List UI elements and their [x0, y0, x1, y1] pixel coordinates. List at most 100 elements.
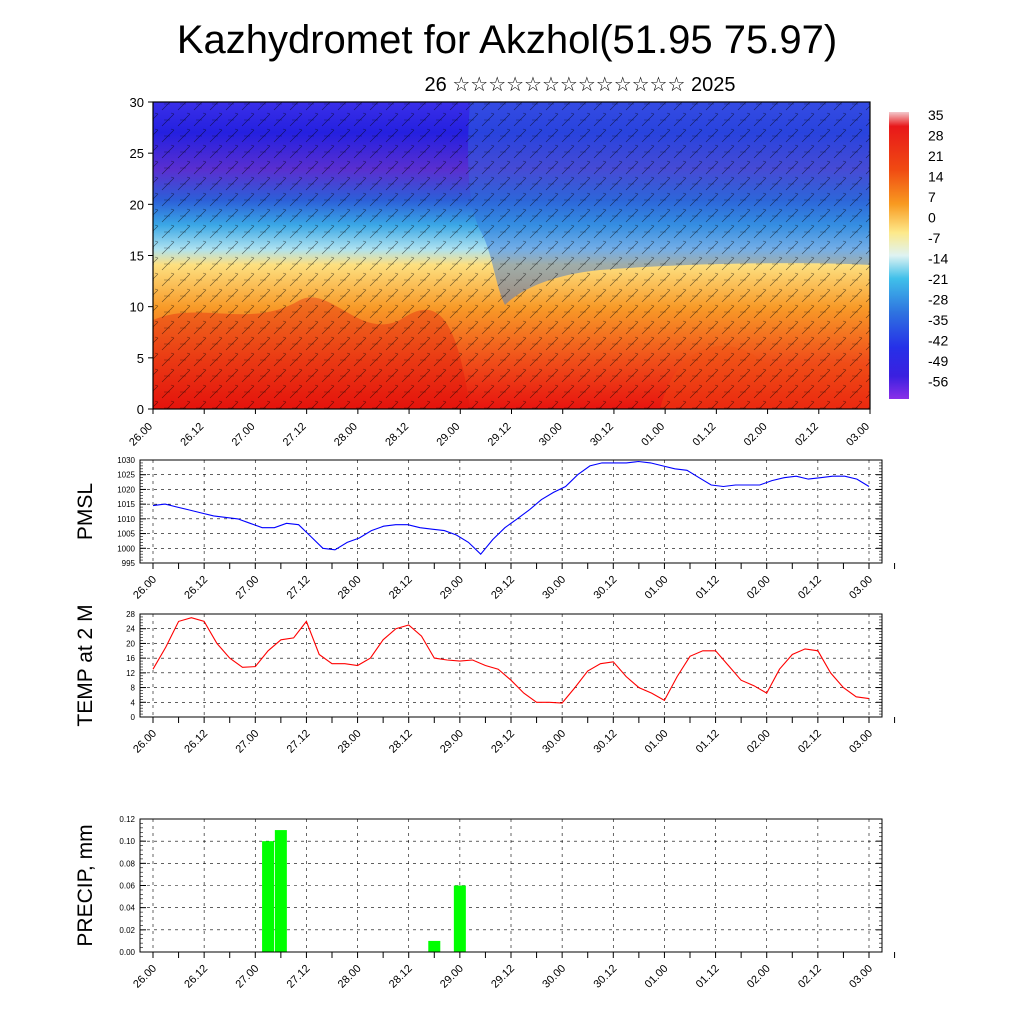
- precip-bar: [274, 830, 287, 952]
- colorbar-label: 0: [928, 210, 936, 226]
- precip-bar: [262, 841, 275, 952]
- x-tick-label: 03.00: [844, 421, 872, 449]
- temperature-panel: 0 4 8 12 16 20 24 28 26.00 26.12 27.00 27.12 28.00 28…: [74, 604, 896, 756]
- x-tick-label: 02.00: [745, 728, 773, 756]
- x-tick-label: 01.00: [643, 728, 671, 756]
- y-tick-label: 0: [137, 402, 144, 417]
- x-tick-label: 26.00: [131, 728, 159, 756]
- x-tick-label: 01.00: [643, 574, 671, 602]
- x-tick-label: 27.12: [281, 421, 309, 449]
- x-tick-label: 28.00: [332, 421, 360, 449]
- x-tick-label: 29.12: [489, 963, 517, 991]
- colorbar-label: -42: [928, 333, 948, 349]
- y-tick-label: 16: [126, 654, 135, 663]
- x-tick-label: 02.12: [796, 574, 824, 602]
- y-tick-label: 1000: [117, 544, 135, 553]
- chart-subtitle: 26 ☆☆☆☆☆☆☆☆☆☆☆☆☆ 2025: [425, 74, 736, 96]
- series-line: [152, 460, 870, 556]
- y-tick-label: 0.02: [119, 926, 135, 935]
- y-tick-label: 0.10: [119, 837, 135, 846]
- colorbar-label: -14: [928, 251, 948, 267]
- x-tick-label: 30.12: [591, 963, 619, 991]
- x-tick-label: 26.12: [178, 421, 206, 449]
- y-tick-label: 30: [130, 95, 144, 110]
- y-axis-label: TEMP at 2 M: [74, 604, 97, 726]
- x-tick-label: 02.00: [742, 421, 770, 449]
- x-tick-label: 28.00: [336, 963, 364, 991]
- x-tick-label: 30.00: [540, 963, 568, 991]
- x-tick-label: 28.00: [336, 728, 364, 756]
- x-tick-label: 28.12: [387, 963, 415, 991]
- y-tick-label: 995: [122, 559, 136, 568]
- colorbar-label: 35: [928, 107, 944, 123]
- colorbar-label: -56: [928, 374, 948, 390]
- x-tick-label: 26.12: [182, 963, 210, 991]
- y-tick-label: 0.06: [119, 882, 135, 891]
- precip-panel: 0.00 0.02 0.04 0.06 0.08 0.10 0.12 26.00 26.12 27…: [74, 815, 896, 991]
- x-tick-label: 26.00: [127, 421, 155, 449]
- colorbar-gradient: [889, 112, 909, 399]
- cross-section-x-axis: 26.00 26.12 27.00 27.12 28.00 28.12 29.00 29.12…: [127, 409, 872, 449]
- x-tick-label: 02.00: [745, 574, 773, 602]
- x-tick-label: 30.12: [588, 421, 616, 449]
- x-tick-label: 01.12: [694, 728, 722, 756]
- x-tick-label: 27.00: [233, 574, 261, 602]
- panel-frame: [139, 818, 883, 953]
- colorbar-label: -7: [928, 230, 941, 246]
- series-line: [152, 617, 870, 704]
- y-tick-label: 5: [137, 351, 144, 366]
- cross-section-panel: 0 5 10 15 20 25 30 26.00 26.12 27.00 27.12 28.00 28…: [127, 95, 872, 449]
- pmsl-panel: 995 1000 1005 1010 1015 1020 1025 1030 26.00 26.1…: [74, 456, 896, 602]
- y-tick-label: 0.08: [119, 859, 135, 868]
- y-tick-label: 1020: [117, 485, 135, 494]
- x-tick-label: 30.00: [540, 728, 568, 756]
- x-tick-label: 29.12: [486, 421, 514, 449]
- y-tick-label: 0.04: [119, 904, 135, 913]
- panel-frame: [139, 613, 883, 718]
- x-tick-label: 29.00: [434, 421, 462, 449]
- x-tick-label: 02.12: [793, 421, 821, 449]
- y-tick-label: 1030: [117, 456, 135, 465]
- colorbar-label: -21: [928, 271, 948, 287]
- panel-frame: [139, 459, 883, 564]
- y-tick-label: 1025: [117, 471, 135, 480]
- x-tick-label: 26.00: [131, 574, 159, 602]
- x-tick-label: 29.12: [489, 728, 517, 756]
- y-tick-label: 1010: [117, 515, 135, 524]
- x-tick-label: 01.12: [694, 963, 722, 991]
- colorbar-labels: 35 28 21 14 7 0 -7 -14 -21 -28 -35 -42 -49 -56: [928, 107, 948, 390]
- y-tick-label: 8: [131, 684, 136, 693]
- x-tick-label: 30.00: [540, 574, 568, 602]
- precip-bar: [428, 940, 441, 952]
- wind-barbs-layer: [153, 102, 870, 409]
- cross-section-y-axis: 0 5 10 15 20 25 30: [130, 95, 153, 417]
- x-tick-label: 03.00: [847, 963, 875, 991]
- y-tick-label: 1005: [117, 530, 135, 539]
- y-tick-label: 15: [130, 249, 144, 264]
- y-tick-label: 0.00: [119, 948, 135, 957]
- y-tick-label: 0.12: [119, 815, 135, 824]
- y-tick-label: 20: [130, 197, 144, 212]
- chart-title: Kazhydromet for Akzhol(51.95 75.97): [177, 18, 837, 62]
- x-tick-label: 29.00: [438, 963, 466, 991]
- x-tick-label: 27.00: [233, 728, 261, 756]
- x-tick-label: 29.12: [489, 574, 517, 602]
- x-tick-label: 27.12: [285, 963, 313, 991]
- x-tick-label: 01.00: [643, 963, 671, 991]
- x-tick-label: 26.12: [182, 574, 210, 602]
- x-tick-label: 02.12: [796, 963, 824, 991]
- colorbar-label: 7: [928, 189, 936, 205]
- x-tick-label: 26.00: [131, 963, 159, 991]
- x-tick-label: 29.00: [438, 574, 466, 602]
- y-tick-label: 28: [126, 610, 135, 619]
- x-tick-label: 27.00: [230, 421, 258, 449]
- x-tick-label: 26.12: [182, 728, 210, 756]
- x-tick-label: 28.12: [387, 574, 415, 602]
- colorbar-label: -28: [928, 292, 948, 308]
- x-tick-label: 30.12: [591, 728, 619, 756]
- colorbar-label: 14: [928, 169, 944, 185]
- y-tick-label: 0: [131, 713, 136, 722]
- y-tick-label: 20: [126, 639, 135, 648]
- x-tick-label: 28.12: [383, 421, 411, 449]
- x-tick-label: 30.12: [591, 574, 619, 602]
